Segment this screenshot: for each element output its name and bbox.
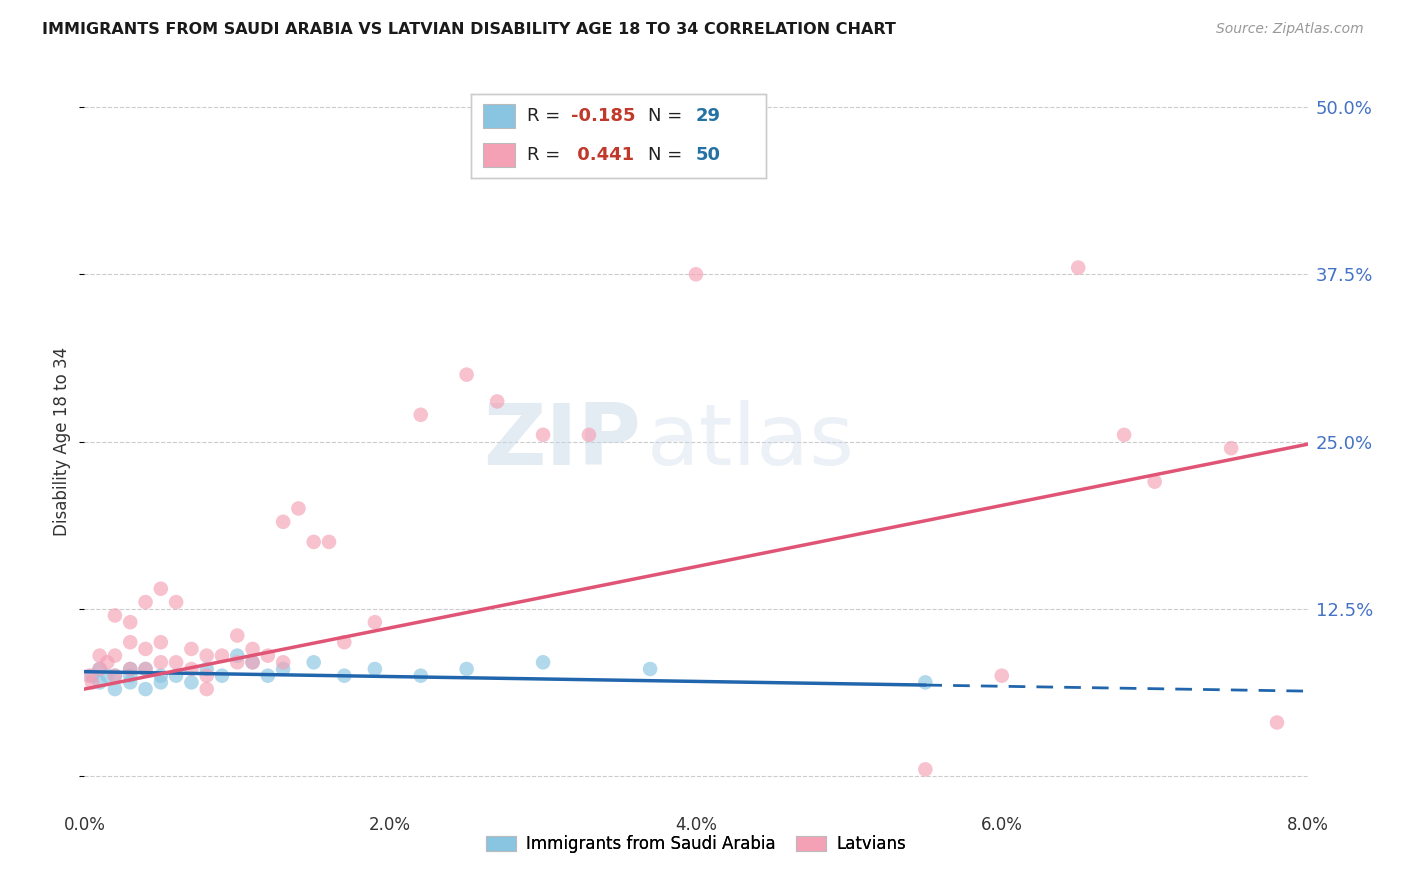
Point <box>531 655 554 669</box>
Text: 50: 50 <box>696 145 720 163</box>
Text: N =: N = <box>648 107 688 125</box>
Point <box>211 648 233 663</box>
Point <box>456 368 478 382</box>
Point <box>226 648 249 663</box>
Point <box>1067 260 1090 275</box>
Point <box>302 655 325 669</box>
Point <box>685 268 707 282</box>
Point <box>638 662 661 676</box>
Text: ZIP: ZIP <box>484 400 641 483</box>
Legend: Immigrants from Saudi Arabia, Latvians: Immigrants from Saudi Arabia, Latvians <box>479 828 912 860</box>
Bar <box>482 103 516 128</box>
Point <box>120 635 142 649</box>
Point <box>149 635 172 649</box>
Point <box>135 681 157 696</box>
Point <box>1220 442 1243 455</box>
Point <box>165 595 187 609</box>
Point <box>914 762 936 776</box>
Point <box>914 675 936 690</box>
Point <box>104 648 127 663</box>
Point <box>135 662 157 676</box>
Point <box>120 662 142 676</box>
Y-axis label: Disability Age 18 to 34: Disability Age 18 to 34 <box>53 347 72 536</box>
Point <box>195 681 218 696</box>
Point <box>195 648 218 663</box>
Point <box>271 655 294 669</box>
Point <box>80 675 103 690</box>
Text: 29: 29 <box>696 107 720 125</box>
Point <box>578 428 600 442</box>
Point <box>135 662 157 676</box>
Text: Source: ZipAtlas.com: Source: ZipAtlas.com <box>1216 22 1364 37</box>
Text: -0.185: -0.185 <box>571 107 636 125</box>
Point <box>211 669 233 683</box>
Point <box>180 662 202 676</box>
Point <box>149 669 172 683</box>
Point <box>364 662 387 676</box>
Point <box>531 428 554 442</box>
Point <box>242 642 264 657</box>
Point <box>89 662 111 676</box>
Point <box>165 669 187 683</box>
Point <box>242 655 264 669</box>
Point <box>1114 428 1136 442</box>
Point <box>226 655 249 669</box>
Point <box>195 662 218 676</box>
Point <box>226 629 249 643</box>
Point <box>135 595 157 609</box>
Point <box>333 669 356 683</box>
Point <box>120 669 142 683</box>
Point <box>77 669 100 683</box>
Point <box>271 515 294 529</box>
Point <box>287 501 309 516</box>
Text: 0.441: 0.441 <box>571 145 634 163</box>
Text: N =: N = <box>648 145 688 163</box>
Point <box>195 669 218 683</box>
Point <box>135 642 157 657</box>
Point <box>89 662 111 676</box>
Point <box>104 608 127 623</box>
Point <box>89 675 111 690</box>
Point <box>149 655 172 669</box>
Point <box>242 655 264 669</box>
Text: R =: R = <box>527 107 567 125</box>
Point <box>120 615 142 630</box>
Bar <box>482 143 516 167</box>
Point <box>456 662 478 676</box>
Point <box>96 669 118 683</box>
Text: R =: R = <box>527 145 567 163</box>
Point <box>302 535 325 549</box>
Point <box>165 655 187 669</box>
Point <box>180 642 202 657</box>
Point <box>257 648 280 663</box>
Point <box>120 675 142 690</box>
Point <box>409 408 432 422</box>
Point <box>991 669 1014 683</box>
Point <box>80 669 103 683</box>
Point <box>180 675 202 690</box>
Text: atlas: atlas <box>647 400 855 483</box>
Point <box>271 662 294 676</box>
Point <box>409 669 432 683</box>
Point <box>104 669 127 683</box>
Point <box>96 655 118 669</box>
Text: IMMIGRANTS FROM SAUDI ARABIA VS LATVIAN DISABILITY AGE 18 TO 34 CORRELATION CHAR: IMMIGRANTS FROM SAUDI ARABIA VS LATVIAN … <box>42 22 896 37</box>
Point <box>89 648 111 663</box>
Point <box>257 669 280 683</box>
Point <box>120 662 142 676</box>
Point <box>1143 475 1166 489</box>
Point <box>364 615 387 630</box>
Point <box>333 635 356 649</box>
Point <box>149 675 172 690</box>
Point <box>104 669 127 683</box>
Point <box>1265 715 1288 730</box>
Point <box>149 582 172 596</box>
Point <box>486 394 509 409</box>
Point <box>104 681 127 696</box>
Point <box>318 535 340 549</box>
